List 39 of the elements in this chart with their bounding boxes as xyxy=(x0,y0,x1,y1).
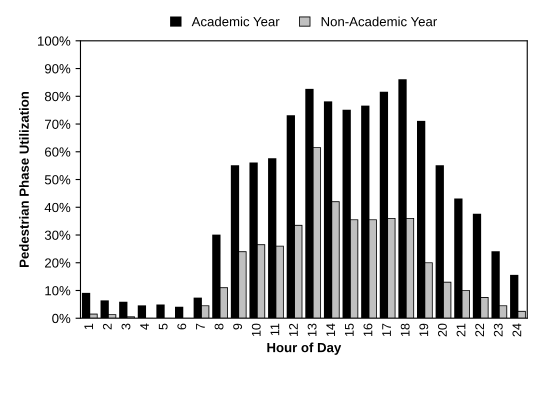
x-tick-label: 13 xyxy=(308,324,317,336)
x-axis-title: Hour of Day xyxy=(267,342,342,355)
x-tick-label: 17 xyxy=(382,324,391,336)
x-tick-label: 10 xyxy=(252,324,261,336)
legend-label: Non-Academic Year xyxy=(322,16,437,26)
x-tick-label: 12 xyxy=(289,324,298,336)
x-tick-label: 14 xyxy=(326,323,336,336)
x-tick-label: 22 xyxy=(475,324,484,336)
y-tick-label: 80% xyxy=(44,92,70,102)
x-tick-label: 19 xyxy=(419,324,428,336)
x-tick-label: 7 xyxy=(196,324,205,330)
x-tick-label: 4 xyxy=(140,323,149,330)
y-tick-label: 70% xyxy=(45,120,70,129)
x-tick-label: 6 xyxy=(177,324,186,330)
y-tick-label: 90% xyxy=(44,64,70,74)
x-tick-label: 21 xyxy=(456,324,466,336)
y-tick-label: 50% xyxy=(44,175,70,184)
x-tick-label: 5 xyxy=(158,324,168,330)
x-tick-label: 20 xyxy=(438,324,447,336)
x-tick-label: 15 xyxy=(345,324,354,336)
x-tick-label: 3 xyxy=(122,324,130,330)
y-axis-title: Pedestrian Phase Utilization xyxy=(19,92,29,267)
y-tick-label: 20% xyxy=(45,258,70,268)
x-tick-label: 9 xyxy=(233,324,242,330)
y-tick-label: 60% xyxy=(45,147,70,157)
y-tick-label: 30% xyxy=(44,230,70,240)
x-tick-label: 1 xyxy=(84,324,94,330)
x-tick-label: 23 xyxy=(494,324,503,336)
y-tick-label: 0% xyxy=(52,314,70,324)
y-tick-label: 10% xyxy=(45,286,70,296)
x-tick-label: 2 xyxy=(102,324,112,330)
legend-label: Academic Year xyxy=(192,16,280,26)
y-tick-label: 40% xyxy=(44,202,70,212)
y-tick-label: 100% xyxy=(38,36,70,46)
x-tick-label: 8 xyxy=(214,324,224,330)
x-tick-label: 11 xyxy=(270,324,280,336)
x-tick-label: 16 xyxy=(364,324,372,336)
x-tick-label: 18 xyxy=(400,324,410,336)
x-tick-label: 24 xyxy=(512,323,522,336)
